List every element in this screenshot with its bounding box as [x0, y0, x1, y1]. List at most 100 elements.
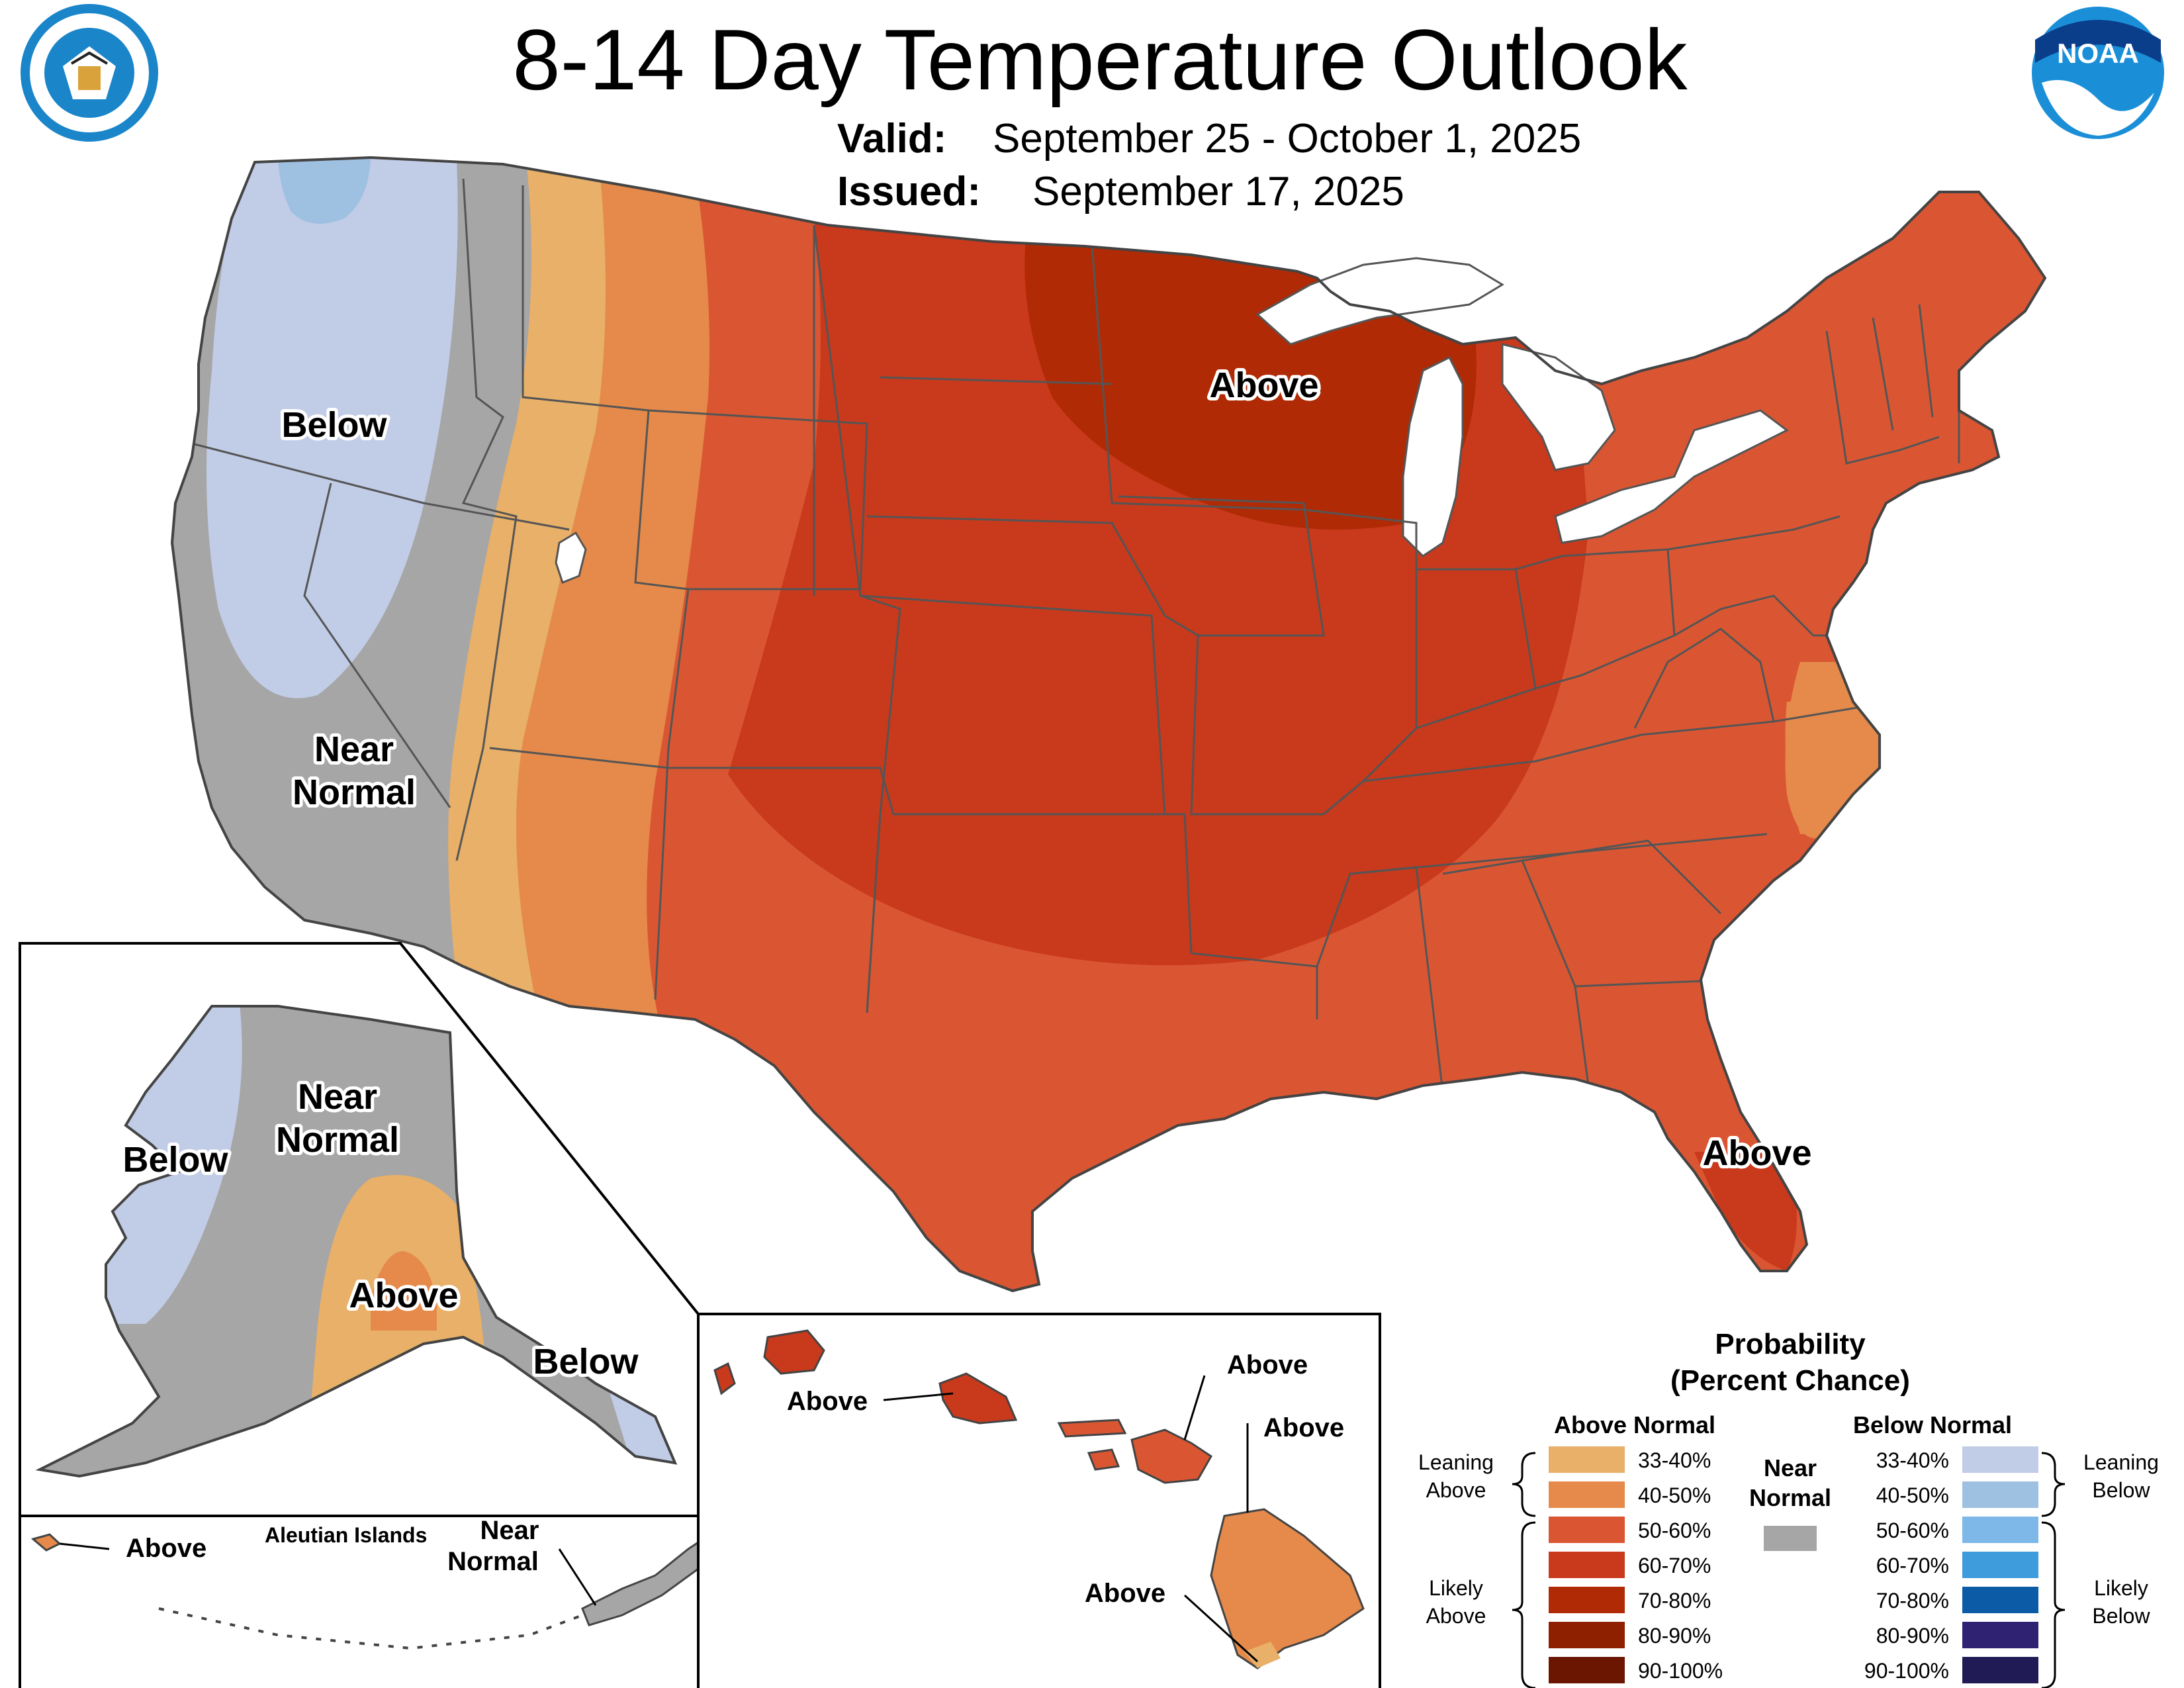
legend-below-swatch-6 — [1962, 1622, 2038, 1648]
legend-title-line1: Probability — [1715, 1328, 1866, 1360]
hawaii-maui-above-label: Above — [1263, 1413, 1344, 1442]
legend-above-bin-label-5: 70-80% — [1638, 1589, 1711, 1613]
valid-date-range: September 25 - October 1, 2025 — [993, 116, 1581, 162]
legend-below-bin-label-5: 70-80% — [1876, 1589, 1949, 1613]
legend-above-heading: Above Normal — [1554, 1411, 1715, 1438]
legend-above-bin-label-1: 33-40% — [1638, 1448, 1711, 1472]
alaska-below-west-label: Below — [122, 1140, 228, 1180]
legend-title-line2: (Percent Chance) — [1670, 1364, 1910, 1397]
legend-likely-above-line2: Above — [1426, 1604, 1486, 1628]
legend-below-swatch-5 — [1962, 1587, 2038, 1613]
legend-near-normal-swatch — [1764, 1526, 1817, 1551]
legend-likely-below-brace — [2041, 1521, 2066, 1688]
aleutian-island-chain — [158, 1607, 583, 1650]
florida-above-60-70-region — [1694, 1152, 1797, 1271]
legend-below-bin-label-6: 80-90% — [1876, 1624, 1949, 1648]
legend-leaning-above-brace — [1512, 1452, 1536, 1517]
aleutian-inset: Above Aleutian Islands Near Normal — [19, 1515, 700, 1688]
alaska-below-panhandle-region — [609, 1390, 675, 1476]
legend-likely-below-line2: Below — [2092, 1604, 2150, 1628]
conus-below-label: Below — [281, 405, 387, 445]
legend-leaning-below-line2: Below — [2092, 1478, 2150, 1502]
legend-above-rows: 33-40% 40-50% 50-60% 60-70% 70-80% 80-90% 90-1… — [1549, 1446, 1723, 1683]
legend-below-swatch-3 — [1962, 1517, 2038, 1543]
legend-above-bin-label-3: 50-60% — [1638, 1519, 1711, 1542]
legend-above-swatch-1 — [1549, 1446, 1625, 1473]
legend: Probability (Percent Chance) Above Norma… — [1418, 1328, 2159, 1688]
conus-near-normal-label-line2: Normal — [293, 773, 416, 812]
legend-leaning-below-brace — [2041, 1452, 2066, 1517]
kauai-island — [763, 1329, 825, 1375]
hawaii-oahu-above-label: Above — [1227, 1350, 1308, 1380]
legend-above-swatch-4 — [1549, 1552, 1625, 1578]
legend-above-swatch-7 — [1549, 1657, 1625, 1683]
doc-seal-icon — [21, 4, 158, 142]
legend-above-swatch-6 — [1549, 1622, 1625, 1648]
legend-near-heading-line2: Normal — [1749, 1484, 1831, 1511]
legend-below-bin-label-2: 40-50% — [1876, 1483, 1949, 1507]
molokai-island — [1057, 1419, 1127, 1438]
niihau-island — [713, 1362, 736, 1395]
legend-below-bin-label-3: 50-60% — [1876, 1519, 1949, 1542]
alaska-above-label: Above — [349, 1276, 458, 1315]
conus-below-33-40-region — [206, 159, 458, 698]
page-title: 8-14 Day Temperature Outlook — [512, 11, 1688, 108]
great-salt-lake — [555, 531, 587, 584]
legend-near-heading-line1: Near — [1764, 1454, 1817, 1481]
legend-below-bin-label-7: 90-100% — [1864, 1659, 1949, 1683]
conus-below-40-50-region — [278, 158, 371, 224]
state-boundaries — [191, 178, 1960, 1093]
hawaii-inset: Above Above Above Above — [697, 1313, 1381, 1688]
header: 8-14 Day Temperature Outlook Valid: Sept… — [512, 11, 1688, 214]
aleutian-panel-frame — [19, 1515, 700, 1688]
alaska-near-normal-label-line1: Near — [298, 1077, 377, 1117]
legend-below-bin-label-4: 60-70% — [1876, 1554, 1949, 1577]
legend-below-bin-label-1: 33-40% — [1876, 1448, 1949, 1472]
legend-leaning-below-line1: Leaning — [2083, 1450, 2159, 1474]
legend-above-swatch-5 — [1549, 1587, 1625, 1613]
alaska-inset: Below Near Normal Above Below — [19, 942, 700, 1517]
valid-label: Valid: — [837, 116, 946, 162]
hawaii-kauai-above-label: Above — [787, 1387, 868, 1416]
alaska-above-40-50-region — [371, 1251, 437, 1331]
legend-below-swatch-2 — [1962, 1481, 2038, 1508]
lake-michigan — [1402, 355, 1464, 557]
legend-above-bin-label-2: 40-50% — [1638, 1483, 1711, 1507]
conus-near-normal-label-line1: Near — [314, 729, 394, 769]
legend-above-bin-label-4: 60-70% — [1638, 1554, 1711, 1577]
carolina-above-40-50-region — [1785, 702, 1893, 834]
legend-above-swatch-2 — [1549, 1481, 1625, 1508]
legend-likely-above-brace — [1512, 1521, 1536, 1688]
legend-below-rows: 33-40% 40-50% 50-60% 60-70% 70-80% 80-90% 90-1… — [1864, 1446, 2038, 1683]
issued-label: Issued: — [837, 169, 981, 214]
alaska-coastline — [35, 1005, 678, 1478]
maui-island — [1130, 1429, 1212, 1484]
alaska-near-normal-label-line2: Normal — [276, 1120, 399, 1160]
lanai-island — [1087, 1448, 1120, 1471]
alaska-below-panhandle-label: Below — [533, 1342, 639, 1382]
legend-likely-below-line1: Likely — [2094, 1576, 2148, 1600]
big-island — [1210, 1508, 1365, 1669]
legend-above-bin-label-7: 90-100% — [1638, 1659, 1723, 1683]
noaa-logo-icon: NOAA — [2032, 7, 2164, 139]
legend-below-swatch-4 — [1962, 1552, 2038, 1578]
big-island-south-tip — [1244, 1642, 1281, 1668]
aleutian-above-label: Above — [126, 1534, 206, 1563]
legend-leaning-above-line2: Above — [1426, 1478, 1486, 1502]
lake-superior — [1255, 257, 1504, 346]
legend-leaning-above-line1: Leaning — [1418, 1450, 1494, 1474]
conus-above-midwest-label: Above — [1209, 365, 1318, 405]
legend-above-swatch-3 — [1549, 1517, 1625, 1543]
oahu-island — [938, 1372, 1018, 1425]
lake-erie-ontario — [1554, 409, 1789, 544]
conus-above-florida-label: Above — [1702, 1133, 1811, 1173]
aleutian-near-normal-label-line1: Near — [480, 1516, 539, 1545]
hawaii-big-island-above-label: Above — [1085, 1579, 1165, 1608]
legend-above-bin-label-6: 80-90% — [1638, 1624, 1711, 1648]
aleutian-near-normal-label-line2: Normal — [447, 1547, 539, 1576]
lake-huron — [1501, 343, 1616, 471]
legend-likely-above-line1: Likely — [1429, 1576, 1483, 1600]
legend-below-swatch-1 — [1962, 1446, 2038, 1473]
issued-date: September 17, 2025 — [1032, 169, 1404, 214]
